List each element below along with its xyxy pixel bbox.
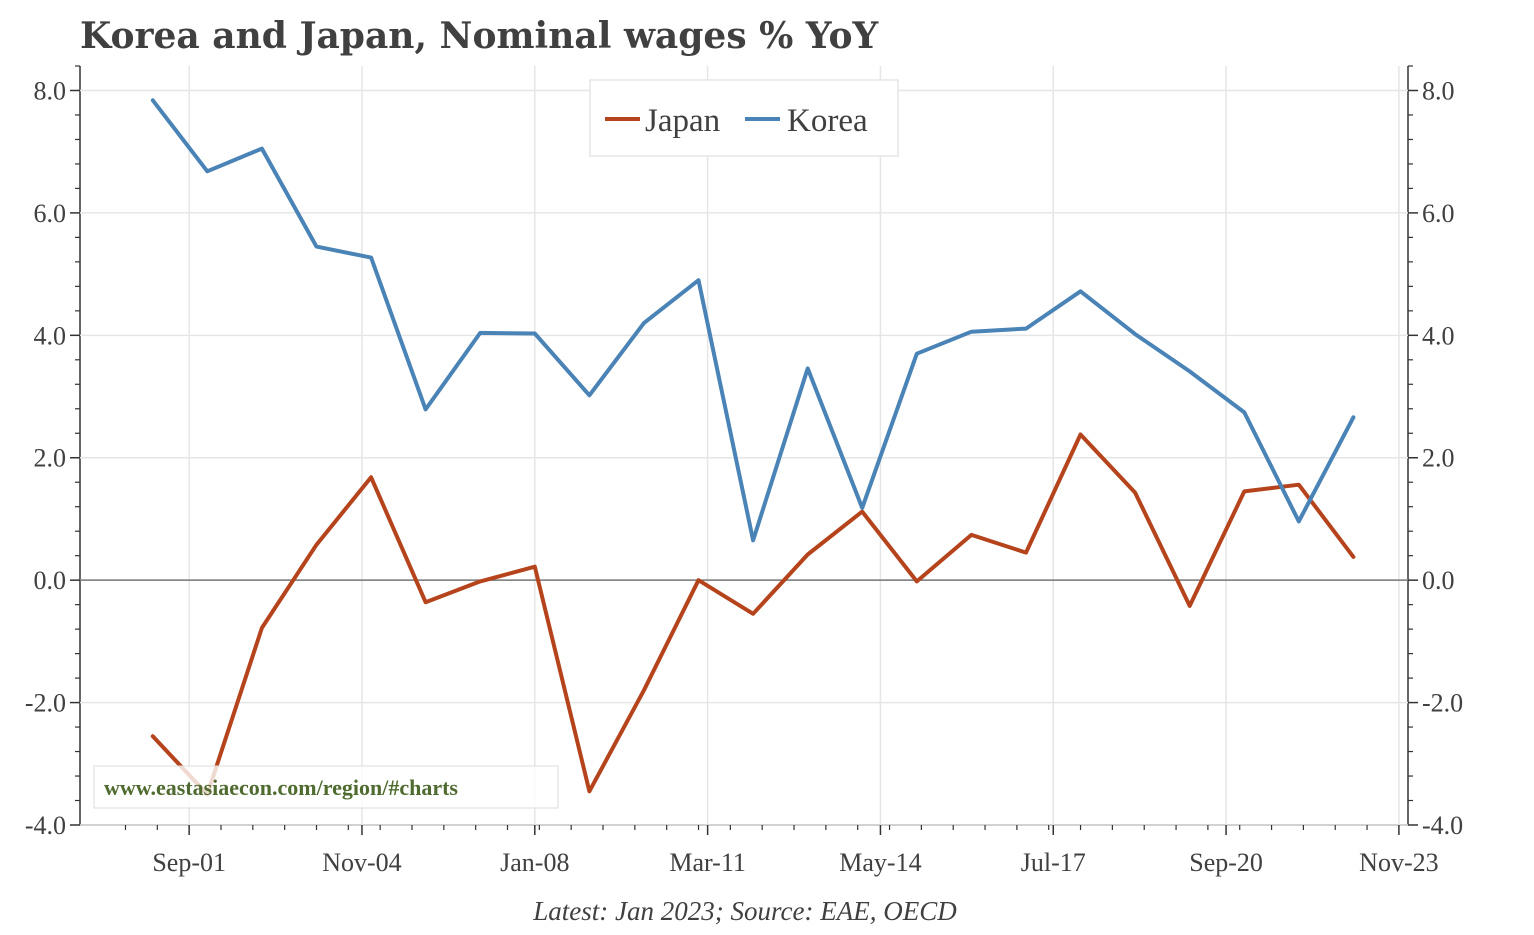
series-line-japan: [150, 432, 1356, 797]
watermark: www.eastasiaecon.com/region/#charts: [93, 765, 559, 809]
series-lines: [150, 98, 1356, 797]
series-line-korea: [150, 98, 1356, 543]
y-tick-label-right: -4.0: [1422, 811, 1463, 840]
y-tick-label-right: 0.0: [1422, 566, 1455, 595]
x-tick-label: Sep-20: [1189, 848, 1263, 877]
y-tick-label-left: 8.0: [34, 76, 67, 105]
x-tick-label: Sep-01: [152, 848, 226, 877]
legend-box: [589, 79, 899, 157]
x-tick-label: Jan-08: [500, 848, 569, 877]
y-tick-label-left: -4.0: [25, 811, 66, 840]
x-tick-label: Jul-17: [1021, 848, 1086, 877]
legend-label-japan: Japan: [645, 103, 720, 139]
y-tick-label-left: 6.0: [34, 199, 67, 228]
watermark-text: www.eastasiaecon.com/region/#charts: [104, 775, 458, 800]
legend: Japan Korea: [589, 79, 899, 157]
x-tick-label: May-14: [839, 848, 921, 877]
y-tick-label-right: 6.0: [1422, 199, 1455, 228]
x-tick-label: Nov-23: [1359, 848, 1438, 877]
chart-title: Korea and Japan, Nominal wages % YoY: [80, 15, 879, 57]
y-tick-label-left: 4.0: [34, 321, 67, 350]
legend-label-korea: Korea: [787, 103, 868, 139]
y-tick-label-right: -2.0: [1422, 689, 1463, 718]
x-tick-label: Mar-11: [669, 848, 746, 877]
x-tick-label: Nov-04: [322, 848, 401, 877]
y-tick-label-left: -2.0: [25, 689, 66, 718]
y-tick-label-right: 2.0: [1422, 444, 1455, 473]
y-tick-label-left: 0.0: [34, 566, 67, 595]
watermark-box: [93, 765, 559, 809]
x-axis-ticks: Sep-01 Nov-04 Jan-08 Mar-11 May-14 Jul-17 Sep-…: [124, 825, 1439, 877]
y-tick-label-right: 4.0: [1422, 321, 1455, 350]
y-axis-ticks: -4.0 -4.0 -2.0 -2.0 0.0 0.0 2.0 2.0 4.0 4.0 6.0 6.0…: [25, 65, 1463, 840]
y-tick-label-right: 8.0: [1422, 76, 1455, 105]
footnote: Latest: Jan 2023; Source: EAE, OECD: [532, 896, 957, 926]
y-tick-label-left: 2.0: [34, 444, 67, 473]
